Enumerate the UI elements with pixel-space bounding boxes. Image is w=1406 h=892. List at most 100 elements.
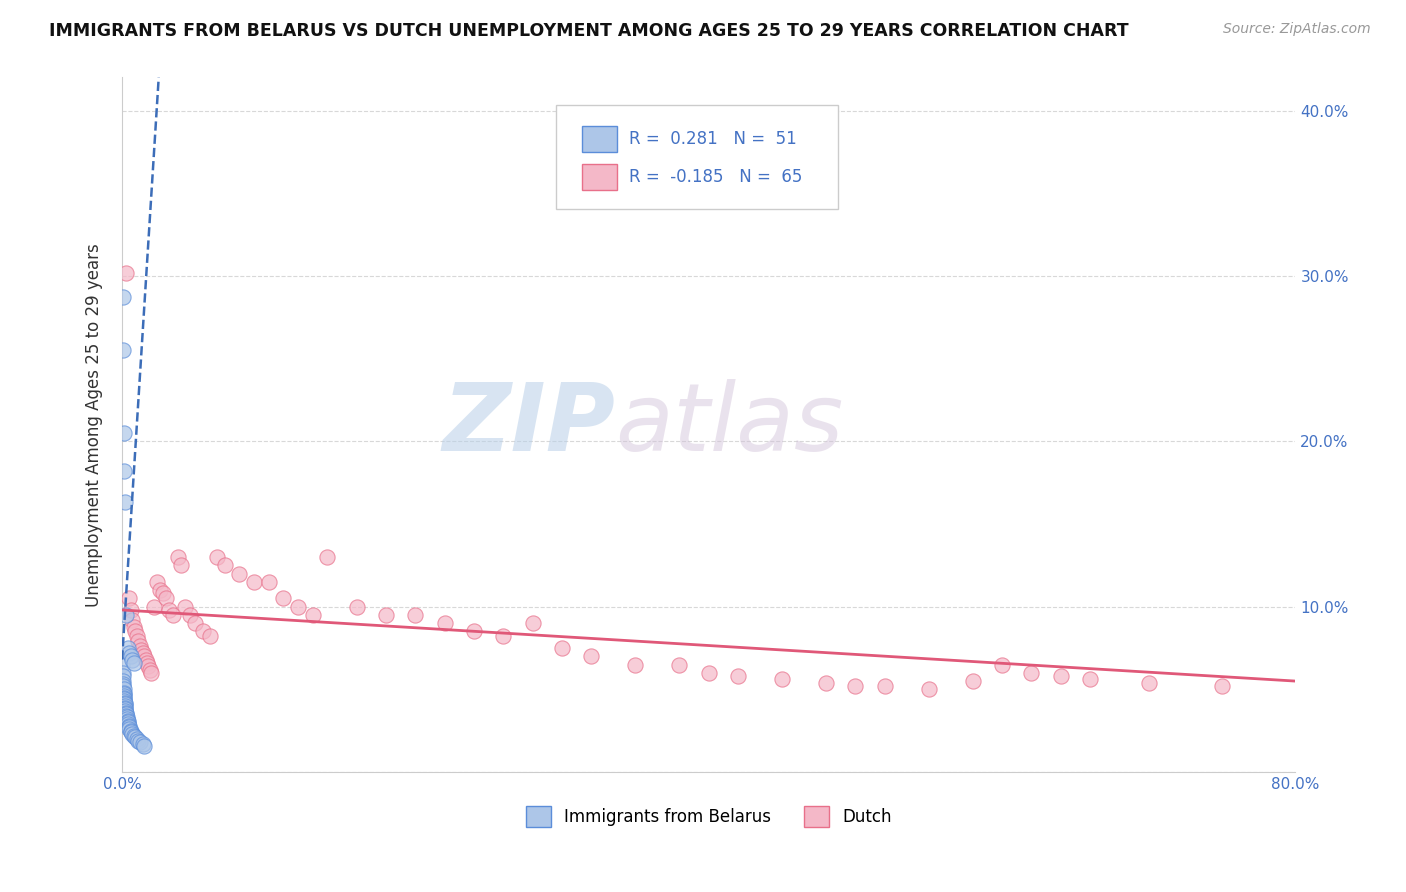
Point	[121, 613, 143, 627]
Point	[128, 640, 150, 654]
Point	[138, 659, 160, 673]
Point	[112, 690, 135, 705]
Bar	[582, 126, 617, 153]
Point	[152, 586, 174, 600]
Point	[155, 591, 177, 606]
Point	[120, 725, 142, 739]
Point	[131, 737, 153, 751]
Point	[668, 657, 690, 672]
Point	[129, 642, 152, 657]
Point	[115, 266, 138, 280]
FancyBboxPatch shape	[557, 105, 838, 210]
Point	[624, 657, 647, 672]
Point	[114, 698, 136, 713]
Point	[287, 599, 309, 614]
Point	[125, 629, 148, 643]
Point	[1021, 665, 1043, 680]
Point	[1078, 673, 1101, 687]
Point	[112, 694, 135, 708]
Point	[125, 731, 148, 746]
Point	[112, 464, 135, 478]
Text: Source: ZipAtlas.com: Source: ZipAtlas.com	[1223, 22, 1371, 37]
Point	[120, 723, 142, 738]
Point	[141, 665, 163, 680]
Point	[127, 733, 149, 747]
Point	[273, 591, 295, 606]
Point	[112, 679, 135, 693]
Point	[184, 616, 207, 631]
Point	[122, 619, 145, 633]
Point	[433, 616, 456, 631]
Point	[166, 549, 188, 564]
Point	[962, 674, 984, 689]
Point	[375, 607, 398, 622]
Point	[316, 549, 339, 564]
Point	[157, 603, 180, 617]
Point	[112, 682, 135, 697]
Point	[346, 599, 368, 614]
Point	[128, 735, 150, 749]
Point	[118, 722, 141, 736]
Point	[134, 652, 156, 666]
Point	[115, 707, 138, 722]
Point	[112, 686, 135, 700]
Text: ZIP: ZIP	[441, 379, 614, 471]
Point	[301, 607, 323, 622]
Point	[112, 343, 135, 358]
Point	[143, 599, 166, 614]
Point	[1049, 669, 1071, 683]
Point	[115, 708, 138, 723]
Point	[207, 549, 229, 564]
Point	[1211, 679, 1233, 693]
Point	[114, 700, 136, 714]
Point	[404, 607, 426, 622]
Point	[118, 719, 141, 733]
Point	[114, 495, 136, 509]
Point	[132, 649, 155, 664]
Point	[117, 714, 139, 728]
Point	[118, 591, 141, 606]
Point	[122, 729, 145, 743]
Point	[122, 656, 145, 670]
Point	[697, 665, 720, 680]
Point	[1137, 675, 1160, 690]
Point	[115, 712, 138, 726]
Point	[149, 583, 172, 598]
Point	[112, 689, 135, 703]
Point	[492, 629, 515, 643]
Point	[111, 290, 134, 304]
Point	[191, 624, 214, 639]
Point	[115, 607, 138, 622]
Point	[114, 698, 136, 712]
Point	[111, 669, 134, 683]
Text: R =  -0.185   N =  65: R = -0.185 N = 65	[628, 168, 803, 186]
Text: IMMIGRANTS FROM BELARUS VS DUTCH UNEMPLOYMENT AMONG AGES 25 TO 29 YEARS CORRELAT: IMMIGRANTS FROM BELARUS VS DUTCH UNEMPLO…	[49, 22, 1129, 40]
Point	[115, 710, 138, 724]
Point	[112, 425, 135, 440]
Legend: Immigrants from Belarus, Dutch: Immigrants from Belarus, Dutch	[519, 799, 898, 833]
Point	[120, 649, 142, 664]
Point	[170, 558, 193, 573]
Point	[118, 646, 141, 660]
Point	[121, 652, 143, 666]
Point	[727, 669, 749, 683]
Point	[132, 739, 155, 753]
Y-axis label: Unemployment Among Ages 25 to 29 years: Unemployment Among Ages 25 to 29 years	[86, 243, 103, 607]
Point	[112, 687, 135, 701]
Point	[581, 649, 603, 664]
Point	[243, 574, 266, 589]
Point	[131, 646, 153, 660]
Point	[124, 731, 146, 745]
Point	[114, 706, 136, 720]
Point	[121, 727, 143, 741]
Point	[124, 624, 146, 639]
Point	[120, 603, 142, 617]
Point	[117, 640, 139, 655]
Point	[257, 574, 280, 589]
Point	[179, 607, 201, 622]
Point	[228, 566, 250, 581]
Bar	[582, 163, 617, 190]
Point	[111, 657, 134, 672]
Point	[991, 657, 1014, 672]
Point	[463, 624, 485, 639]
